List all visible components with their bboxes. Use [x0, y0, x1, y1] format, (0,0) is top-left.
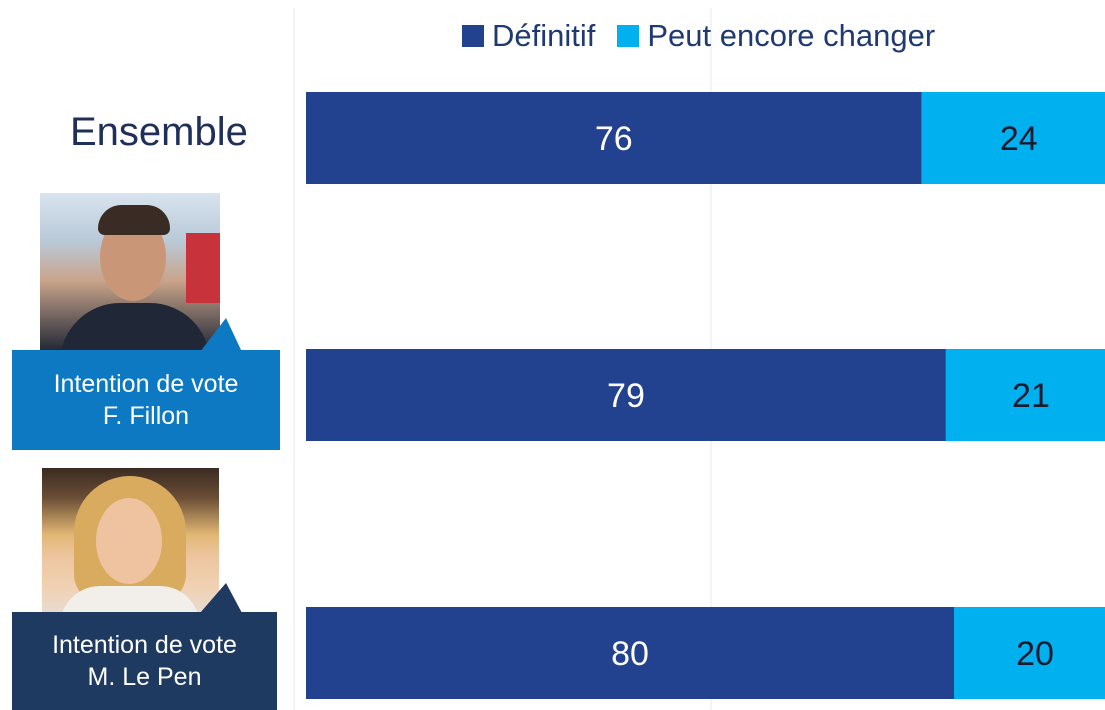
- category-label-ensemble: Ensemble: [70, 110, 248, 154]
- face-shape: [96, 498, 162, 584]
- lepen-photo: [42, 468, 219, 616]
- data-label-definitif-0: 76: [595, 120, 633, 158]
- bar-segment-peut-changer-1: [945, 349, 1105, 441]
- shoulder-shape: [60, 586, 200, 616]
- hair-shape: [98, 205, 170, 235]
- callout-lepen-line2: M. Le Pen: [87, 663, 202, 691]
- fillon-photo: [40, 193, 220, 353]
- bar-segment-definitif-2: [306, 607, 954, 699]
- callout-fillon-line1: Intention de vote: [53, 369, 239, 398]
- legend-label-peut-changer: Peut encore changer: [647, 18, 936, 53]
- callout-tail-lepen: [200, 583, 242, 613]
- legend: Définitif Peut encore changer: [462, 18, 957, 54]
- data-label-peut-changer-0: 24: [1000, 120, 1038, 158]
- legend-swatch-peut-changer: [617, 25, 640, 47]
- background-sign: [186, 233, 220, 303]
- bar-segment-peut-changer-2: [954, 607, 1105, 699]
- legend-item-peut-changer: Peut encore changer: [617, 18, 935, 54]
- data-label-peut-changer-2: 20: [1016, 635, 1054, 673]
- callout-fillon-line2: F. Fillon: [102, 402, 190, 430]
- bar-segment-definitif-0: [306, 92, 922, 184]
- callout-lepen: Intention de vote M. Le Pen: [12, 612, 277, 710]
- data-label-definitif-2: 80: [611, 635, 649, 673]
- callout-fillon: Intention de vote F. Fillon: [12, 350, 280, 450]
- bar-segment-definitif-1: [306, 349, 946, 441]
- legend-label-definitif: Définitif: [492, 18, 596, 53]
- legend-item-definitif: Définitif: [462, 18, 595, 54]
- bar-segment-peut-changer-0: [921, 92, 1105, 184]
- suit-shape: [60, 303, 210, 353]
- callout-tail-fillon: [200, 318, 242, 352]
- callout-lepen-line1: Intention de vote: [52, 630, 237, 659]
- data-label-definitif-1: 79: [607, 377, 645, 415]
- legend-swatch-definitif: [462, 25, 484, 47]
- data-label-peut-changer-1: 21: [1012, 377, 1050, 415]
